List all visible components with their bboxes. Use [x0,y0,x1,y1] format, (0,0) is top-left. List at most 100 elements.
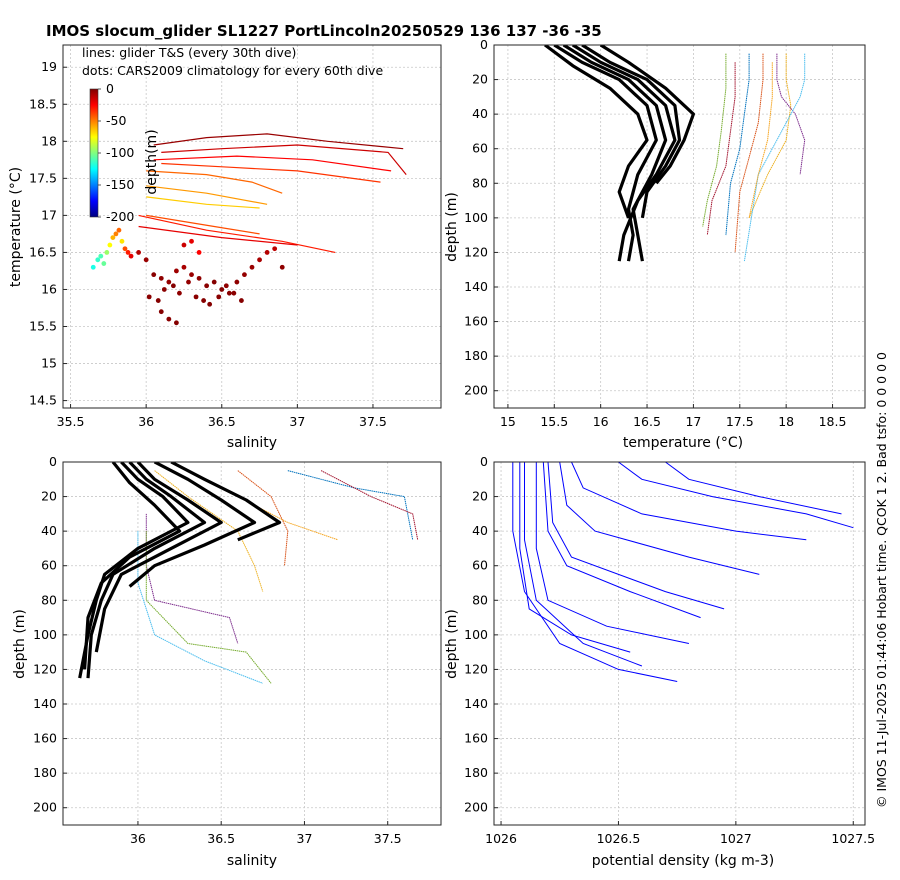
y-tick-label: 120 [464,661,488,676]
ts-ylabel: temperature (°C) [8,167,24,287]
y-tick-label: 40 [472,523,488,538]
ts-climatology-dot [158,309,164,315]
y-tick-label: 60 [472,558,488,573]
y-tick-label: 15 [41,356,57,371]
ts-climatology-dot [136,250,142,255]
sz-climatology-profile [94,462,223,653]
dz-density-profile [618,462,854,529]
x-tick-label: 17 [685,414,701,429]
y-tick-label: 200 [464,383,488,398]
ts-marks [90,133,407,326]
tz-climatology-profile [562,45,668,262]
ts-climatology-dot [279,264,285,270]
dz-density-profile [559,462,760,575]
ts-climatology-dot [204,283,210,289]
sz-marks [78,462,419,684]
tz-climatology-profile [553,45,658,262]
x-tick-label: 18.5 [819,414,847,429]
x-tick-label: 15.5 [540,414,568,429]
ts-climatology-dot [226,290,232,296]
side-caption: © IMOS 11-Jul-2025 01:44:06 Hobart time.… [874,352,889,808]
y-tick-label: 180 [464,348,488,363]
sz-climatology-profile [78,462,190,679]
tz-ylabel: depth (m) [444,192,460,262]
ts-climatology-dot [264,250,270,255]
ts-climatology-dot [166,279,172,285]
colorbar-tick-label: -200 [106,209,134,224]
ts-climatology-dot [107,242,113,248]
tz-climatology-profile [599,45,695,185]
y-tick-label: 20 [472,489,488,504]
y-tick-label: 18 [41,133,57,148]
tz-glider-profile [702,53,727,227]
tz-glider-profile [776,53,806,175]
ts-climatology-dot [143,257,149,263]
y-tick-label: 20 [41,489,57,504]
x-tick-label: 36.5 [207,831,235,846]
dz-frame [493,461,866,826]
ts-climatology-dot [239,298,244,303]
y-tick-label: 0 [480,37,488,52]
x-tick-label: 17.5 [726,414,754,429]
y-tick-label: 14.5 [29,393,57,408]
dz-density-profile [665,462,842,515]
x-tick-label: 16.5 [633,414,661,429]
ts-climatology-dot [128,253,134,259]
ts-climatology-dot [249,264,255,270]
sz-glider-profile [145,531,272,684]
ts-climatology-dot [231,290,237,296]
y-tick-label: 120 [464,244,488,259]
y-tick-label: 80 [472,592,488,607]
ts-glider-line [146,214,260,235]
dz-density-profile [547,462,725,610]
ts-climatology-dot [257,257,262,263]
y-tick-label: 100 [33,627,57,642]
colorbar-ticks: 0 -50 -100 -150 -200 [98,81,134,224]
ts-legend-lines: lines: glider T&S (every 30th dive) [82,45,296,60]
colorbar-tick-label: -50 [106,113,126,128]
ts-climatology-dot [90,264,96,270]
ts-panel: 35.5 36 36.5 37 37.5 14.5 15 15.5 16 16.5 17 17.5 18… [8,44,442,451]
colorbar-label: depth(m) [144,129,160,194]
dz-panel: 1026 1026.5 1027 1027.5 0 20 40 60 80 100 120 140 16… [444,454,875,869]
tz-panel: 15 15.5 16 16.5 17 17.5 18 18.5 0 20 40 60 80 100 120 1… [444,37,866,451]
dz-density-profile [519,462,631,653]
ts-glider-line [146,185,268,205]
y-tick-label: 120 [33,661,57,676]
tz-frame [493,44,866,409]
tz-xlabel: temperature (°C) [623,435,743,451]
ts-glider-line [161,144,407,175]
ts-legend-dots: dots: CARS2009 climatology for every 60t… [82,63,383,78]
y-tick-label: 60 [472,141,488,156]
x-tick-label: 1027 [720,831,752,846]
y-tick-label: 18.5 [29,96,57,111]
ts-glider-line [153,133,404,150]
ts-climatology-dot [201,298,207,303]
y-tick-label: 200 [464,800,488,815]
colorbar [89,88,99,218]
ts-grid [63,45,441,408]
colorbar-tick-label: -100 [106,145,134,160]
sz-panel: 36 36.5 37 37.5020406080100120140160180200 … [12,454,442,869]
ts-climatology-dot [170,283,176,289]
ts-climatology-dot [196,250,202,255]
dz-marks [512,462,854,682]
y-tick-label: 140 [464,696,488,711]
ts-climatology-dot [155,298,161,303]
ts-climatology-dot [98,253,104,259]
tz-climatology-profile [571,45,677,262]
ts-climatology-dot [110,235,116,241]
ts-climatology-dot [101,261,107,266]
ts-climatology-dot [196,275,202,281]
dz-density-profile [524,462,643,667]
tz-ticks: 15 15.5 16 16.5 17 17.5 18 18.5 0 20 40 60 80 100 120 1… [464,37,846,429]
ts-climatology-dot [174,320,179,326]
y-tick-label: 140 [464,279,488,294]
dz-density-profile [571,462,807,541]
x-tick-label: 36 [130,831,146,846]
colorbar-tick-label: -150 [106,177,134,192]
tz-glider-profile [748,62,773,219]
y-tick-label: 19 [41,59,57,74]
ts-climatology-dot [186,279,191,285]
x-tick-label: 36.5 [208,414,236,429]
